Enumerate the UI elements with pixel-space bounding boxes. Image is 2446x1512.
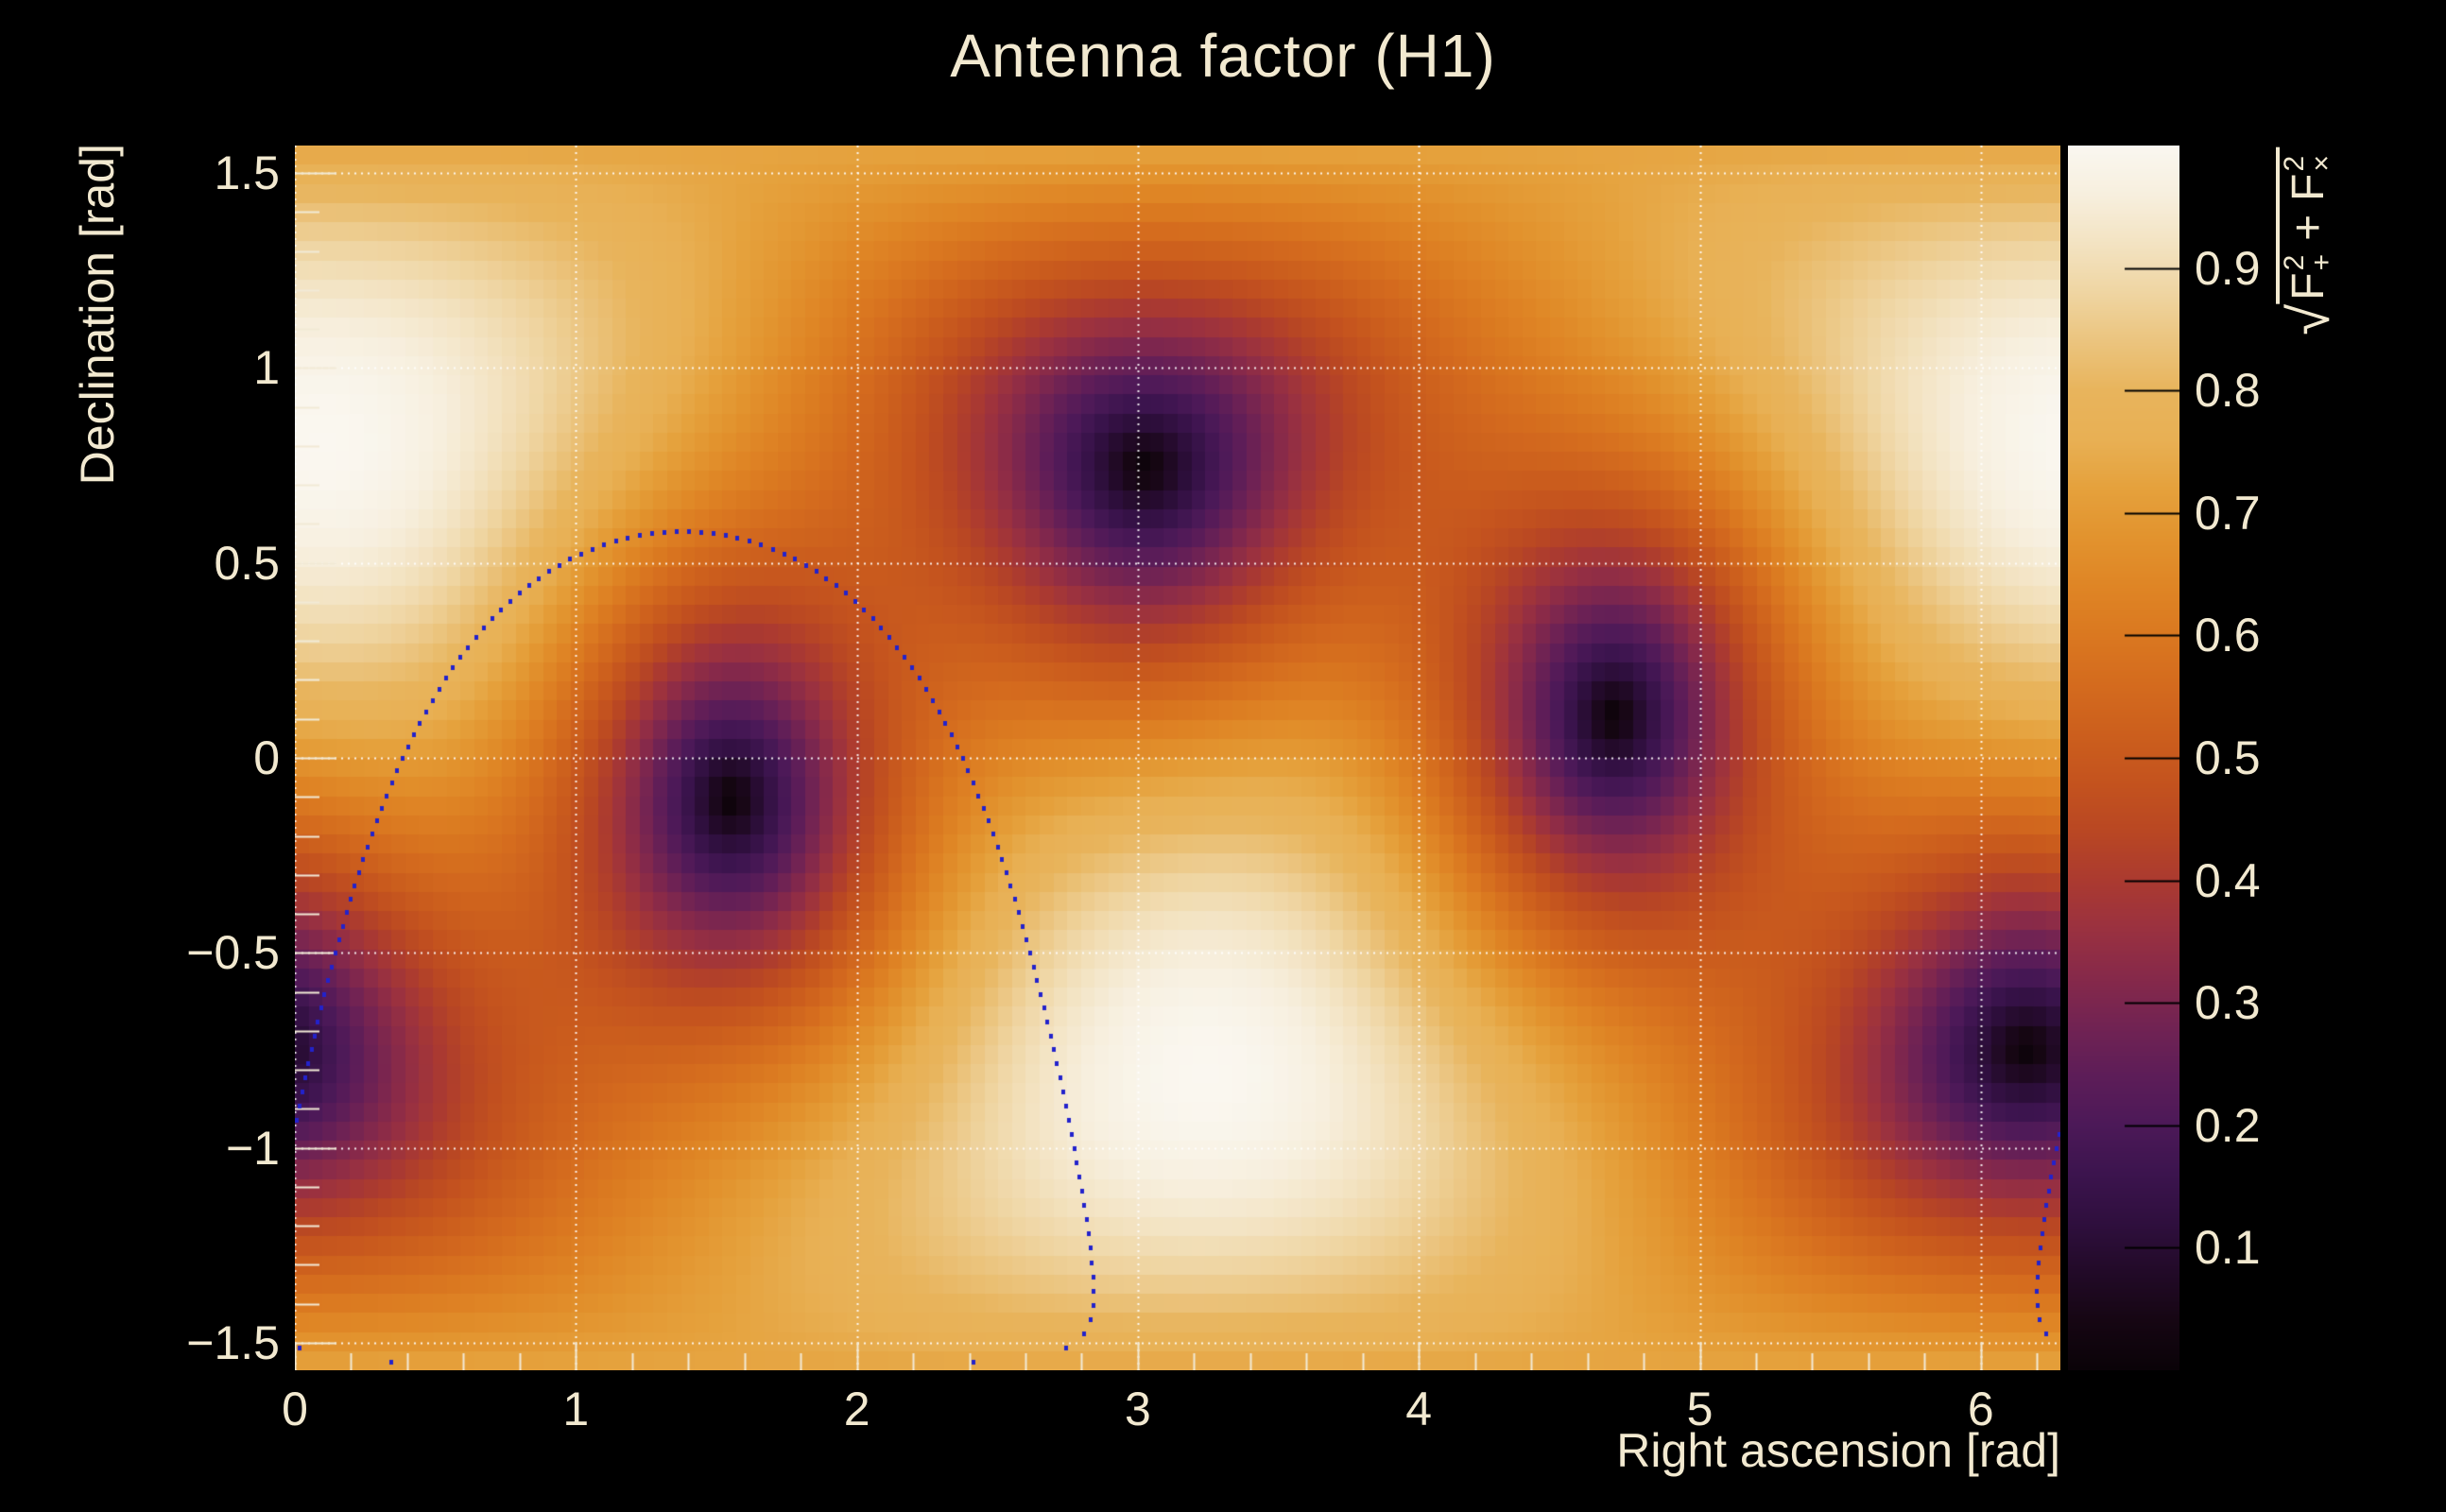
- z-tick-label-0.1: 0.1: [2195, 1221, 2261, 1275]
- y-tick-label-0: 0: [253, 731, 280, 784]
- z-tick-label-0.8: 0.8: [2195, 364, 2261, 418]
- y-tick-label-−1: −1: [225, 1121, 280, 1175]
- y-tick-label-−0.5: −0.5: [186, 926, 280, 980]
- colorbar-gradient: [2068, 146, 2179, 1370]
- z-tick-label-0.7: 0.7: [2195, 486, 2261, 540]
- colorbar-title-formula: √ F 2 + + F 2 ×: [2276, 147, 2341, 335]
- fplus-exponent: 2: [2279, 254, 2310, 271]
- y-tick-label-0.5: 0.5: [214, 536, 280, 590]
- y-tick-label-−1.5: −1.5: [186, 1315, 280, 1369]
- fplus-base: F: [2283, 272, 2334, 301]
- fcross-subscript: ×: [2305, 155, 2337, 172]
- radical-sign: √: [2278, 303, 2341, 335]
- z-tick-label-0.3: 0.3: [2195, 976, 2261, 1030]
- y-tick-label-1.5: 1.5: [214, 146, 280, 200]
- x-tick-label-5: 5: [1686, 1383, 1714, 1435]
- fcross-exponent: 2: [2279, 155, 2310, 172]
- x-tick-label-4: 4: [1405, 1383, 1433, 1435]
- fcross-term: F 2 ×: [2279, 155, 2337, 201]
- plot-title: Antenna factor (H1): [950, 22, 1496, 90]
- z-tick-label-0.4: 0.4: [2195, 853, 2261, 907]
- fplus-scripts: 2 +: [2279, 253, 2337, 271]
- fplus-subscript: +: [2305, 253, 2337, 271]
- z-tick-label-0.6: 0.6: [2195, 609, 2261, 662]
- x-tick-label-6: 6: [1967, 1383, 1994, 1435]
- radicand: F 2 + + F 2 ×: [2276, 147, 2337, 304]
- z-tick-label-0.5: 0.5: [2195, 731, 2261, 784]
- fcross-scripts: 2 ×: [2279, 155, 2337, 172]
- x-tick-label-1: 1: [562, 1383, 590, 1435]
- z-tick-label-0.2: 0.2: [2195, 1098, 2261, 1152]
- x-tick-label-2: 2: [843, 1383, 870, 1435]
- y-tick-label-1: 1: [253, 341, 280, 395]
- antenna-pattern-heatmap: [295, 146, 2060, 1370]
- fplus-term: F 2 +: [2279, 253, 2337, 301]
- x-tick-label-3: 3: [1124, 1383, 1151, 1435]
- y-axis-title: Declination [rad]: [71, 144, 124, 486]
- z-tick-label-0.9: 0.9: [2195, 241, 2261, 295]
- fcross-base: F: [2283, 173, 2334, 201]
- plus-operator: +: [2283, 214, 2334, 241]
- x-axis-title: Right ascension [rad]: [1616, 1424, 2060, 1477]
- x-tick-label-0: 0: [282, 1383, 308, 1435]
